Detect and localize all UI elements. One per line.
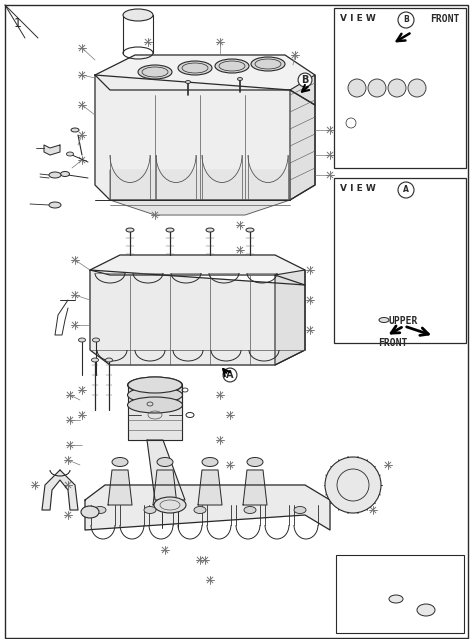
Polygon shape (42, 470, 78, 510)
Ellipse shape (251, 57, 285, 71)
Ellipse shape (157, 458, 173, 466)
Polygon shape (243, 470, 267, 505)
Text: FRONT: FRONT (378, 338, 407, 348)
Bar (334, 178, 466, 343)
Polygon shape (85, 485, 330, 530)
Ellipse shape (178, 61, 212, 75)
Ellipse shape (379, 318, 389, 323)
Text: A: A (226, 370, 234, 380)
Ellipse shape (166, 228, 174, 232)
Polygon shape (275, 270, 305, 365)
Ellipse shape (61, 171, 70, 176)
Ellipse shape (389, 595, 403, 603)
Polygon shape (90, 270, 305, 365)
Ellipse shape (79, 338, 85, 342)
Ellipse shape (126, 228, 134, 232)
Ellipse shape (112, 458, 128, 466)
Ellipse shape (194, 507, 206, 514)
Text: 1: 1 (14, 17, 22, 30)
Ellipse shape (244, 507, 256, 514)
Ellipse shape (128, 377, 182, 393)
Polygon shape (342, 208, 458, 278)
Polygon shape (95, 75, 315, 200)
Ellipse shape (294, 507, 306, 514)
Text: UPPER: UPPER (389, 316, 419, 326)
Text: FRONT: FRONT (430, 14, 460, 24)
Ellipse shape (247, 458, 263, 466)
Ellipse shape (66, 152, 73, 156)
Text: V I E W: V I E W (340, 184, 376, 193)
Ellipse shape (49, 202, 61, 208)
Polygon shape (147, 440, 185, 500)
Circle shape (325, 457, 381, 513)
Text: V I E W: V I E W (340, 14, 376, 23)
Ellipse shape (123, 9, 153, 21)
Ellipse shape (246, 228, 254, 232)
Ellipse shape (94, 507, 106, 514)
Text: B: B (301, 75, 309, 85)
Polygon shape (290, 75, 315, 200)
Text: A: A (403, 185, 409, 194)
Ellipse shape (128, 397, 182, 413)
Ellipse shape (215, 59, 249, 73)
Polygon shape (339, 58, 439, 148)
Circle shape (408, 79, 426, 97)
Ellipse shape (202, 458, 218, 466)
Polygon shape (108, 470, 132, 505)
Ellipse shape (71, 128, 79, 132)
Polygon shape (128, 385, 182, 440)
Polygon shape (153, 470, 177, 505)
Circle shape (348, 79, 366, 97)
Ellipse shape (417, 604, 435, 616)
Bar (334, 8, 466, 168)
Polygon shape (198, 470, 222, 505)
Bar (336, 555, 464, 633)
Circle shape (368, 79, 386, 97)
Polygon shape (44, 145, 60, 155)
Ellipse shape (128, 387, 182, 403)
Ellipse shape (154, 497, 186, 513)
Polygon shape (90, 255, 305, 285)
Ellipse shape (81, 506, 99, 518)
Ellipse shape (128, 377, 182, 393)
Ellipse shape (144, 507, 156, 514)
Ellipse shape (92, 338, 100, 342)
Ellipse shape (106, 358, 112, 362)
Ellipse shape (237, 77, 243, 81)
Ellipse shape (206, 228, 214, 232)
Circle shape (388, 79, 406, 97)
Ellipse shape (138, 65, 172, 79)
Polygon shape (110, 170, 290, 215)
Polygon shape (95, 55, 315, 105)
Ellipse shape (185, 81, 191, 84)
Ellipse shape (49, 172, 61, 178)
Text: B: B (403, 15, 409, 24)
Ellipse shape (91, 358, 99, 362)
